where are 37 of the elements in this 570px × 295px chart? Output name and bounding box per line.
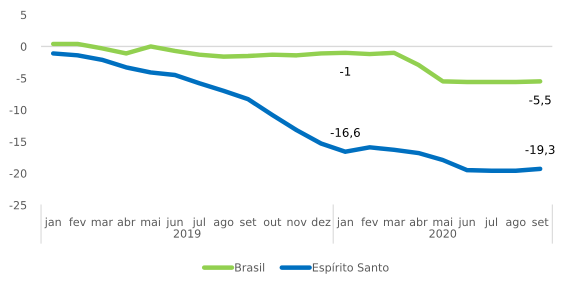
legend-label: Brasil [235,263,264,272]
y-tick-label: -20 [10,169,26,178]
line-series [50,42,542,84]
text: 2019 [174,229,200,238]
x-tick-label: nov [287,220,307,226]
data-label: -1 [340,67,350,76]
data-label: -5,5 [529,96,551,106]
x-tick-label: jul [484,218,498,228]
x-tick-label: jul [192,218,205,228]
legend-label: Espírito Santo [312,262,389,274]
x-tick-label: fev [69,218,86,226]
x-tick-label: jun [458,218,475,228]
x-tick-label: set [532,218,548,226]
y-tick-label: -25 [10,201,26,210]
x-tick-label: jan [44,218,61,228]
y-tick-label: 0 [20,42,26,51]
y-tick-label: -5 [16,74,26,83]
data-label: -19,3 [525,145,554,156]
y-tick-label: -15 [10,138,26,146]
x-tick-label: set [240,218,256,226]
x-tick-label: ago [214,220,234,228]
x-tick-label: jan [336,218,353,228]
x-tick-label: abr [410,218,428,226]
x-tick-label: mar [92,220,114,226]
x-tick-label: mai [141,218,160,226]
x-tick-label: abr [118,218,136,226]
y-tick-label: 5 [20,10,26,20]
x-tick-label: ago [506,220,526,228]
x-tick-label: fev [361,218,378,226]
data-label: -16,6 [330,128,360,138]
y-tick-label: -10 [10,106,26,114]
x-tick-label: out [264,218,282,226]
x-tick-label: mai [433,218,452,226]
x-tick-label: mar [384,220,406,226]
x-tick-label: jun [166,218,183,228]
text: 2020 [429,229,456,238]
x-tick-label: dez [312,218,330,226]
